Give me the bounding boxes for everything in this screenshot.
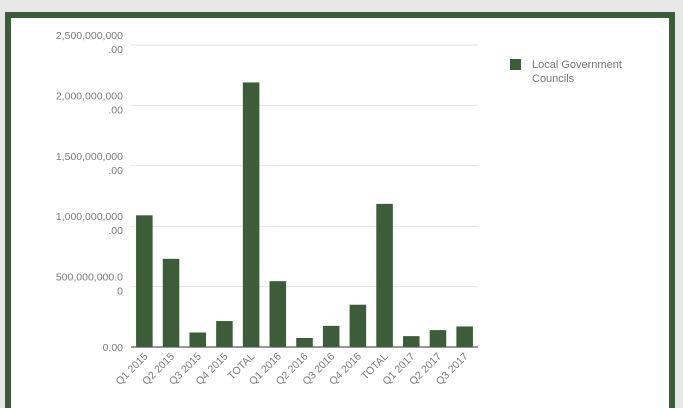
bar [349,304,367,347]
y-tick-label: 500,000,000.0 0 [56,272,123,298]
bar [322,325,340,347]
bar [216,321,233,347]
y-axis-ticks: 2,500,000,000.00 2,000,000,000.00 1,500,00… [56,30,123,354]
legend: Local Government Councils [510,58,662,86]
bar [376,203,393,347]
bar [296,337,313,347]
bar-chart: 2,500,000,000.00 2,000,000,000.00 1,500,00… [56,30,478,388]
bar [269,281,287,347]
legend-swatch [510,59,521,70]
bar [162,258,180,347]
bar [136,215,153,347]
bar [189,332,207,347]
gridlines [131,44,478,348]
bar [429,330,447,347]
y-tick-label: 2,000,000,000.00 [56,90,123,116]
y-tick-label: 0.00 [103,342,124,354]
bar [402,336,420,347]
bar [456,326,473,347]
bars [136,82,473,347]
y-tick-label: 2,500,000,000.00 [56,30,123,56]
bar [242,82,260,347]
y-tick-label: 1,500,000,000.00 [56,151,123,177]
legend-label: Local Government Councils [532,59,622,85]
y-tick-label: 1,000,000,000.00 [56,211,123,237]
chart-panel: 2,500,000,000.00 2,000,000,000.00 1,500,00… [11,18,669,408]
